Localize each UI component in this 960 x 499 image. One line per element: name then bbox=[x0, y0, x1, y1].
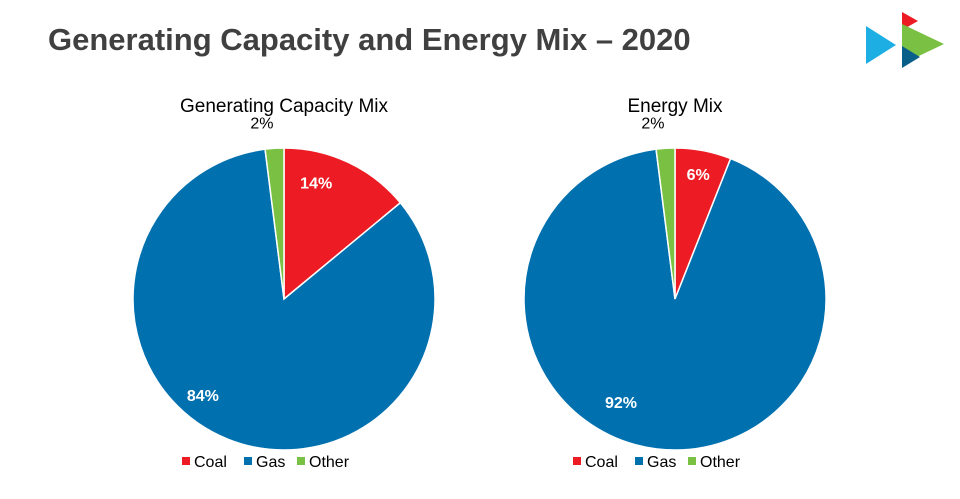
legend-swatch-other bbox=[297, 457, 305, 465]
energy-mix-title: Energy Mix bbox=[627, 96, 723, 117]
generating-capacity-mix-label-other: 2% bbox=[250, 115, 273, 132]
generating-capacity-mix-chart: Generating Capacity Mix 14% 84% 2% Coal Gas Ot… bbox=[132, 96, 436, 471]
generating-capacity-mix-slice-coal bbox=[283, 147, 402, 301]
legend-label-other: Other bbox=[700, 454, 741, 471]
energy-mix-slice-gas bbox=[523, 148, 827, 451]
energy-mix-legend: Coal Gas Other bbox=[573, 454, 741, 471]
legend-swatch-other bbox=[688, 457, 696, 465]
energy-mix-label-coal: 6% bbox=[687, 167, 710, 184]
generating-capacity-mix-legend: Coal Gas Other bbox=[182, 454, 350, 471]
legend-swatch-gas bbox=[635, 457, 643, 465]
energy-mix-label-gas: 92% bbox=[605, 395, 637, 412]
generating-capacity-mix-label-gas: 84% bbox=[187, 388, 219, 405]
generating-capacity-mix-label-coal: 14% bbox=[300, 176, 332, 193]
generating-capacity-mix-slice-gas bbox=[132, 148, 436, 451]
legend-swatch-coal bbox=[182, 457, 190, 465]
play-triangles-logo bbox=[866, 12, 944, 68]
logo-navy-triangle bbox=[902, 46, 920, 68]
logo-cyan-triangle bbox=[866, 26, 896, 64]
legend-label-gas: Gas bbox=[256, 454, 285, 471]
energy-mix-label-other: 2% bbox=[641, 115, 664, 132]
logo-red-triangle bbox=[902, 12, 918, 30]
legend-label-coal: Coal bbox=[194, 454, 227, 471]
page-title: Generating Capacity and Energy Mix – 202… bbox=[48, 22, 691, 57]
legend-label-gas: Gas bbox=[647, 454, 676, 471]
generating-capacity-mix-title: Generating Capacity Mix bbox=[180, 96, 389, 117]
legend-label-coal: Coal bbox=[585, 454, 618, 471]
energy-mix-chart: Energy Mix 6% 92% 2% Coal Gas Other bbox=[523, 96, 827, 471]
energy-mix-slice-other bbox=[655, 147, 676, 300]
legend-swatch-coal bbox=[573, 457, 581, 465]
legend-swatch-gas bbox=[244, 457, 252, 465]
generating-capacity-mix-slice-other bbox=[264, 147, 285, 300]
legend-label-other: Other bbox=[309, 454, 350, 471]
